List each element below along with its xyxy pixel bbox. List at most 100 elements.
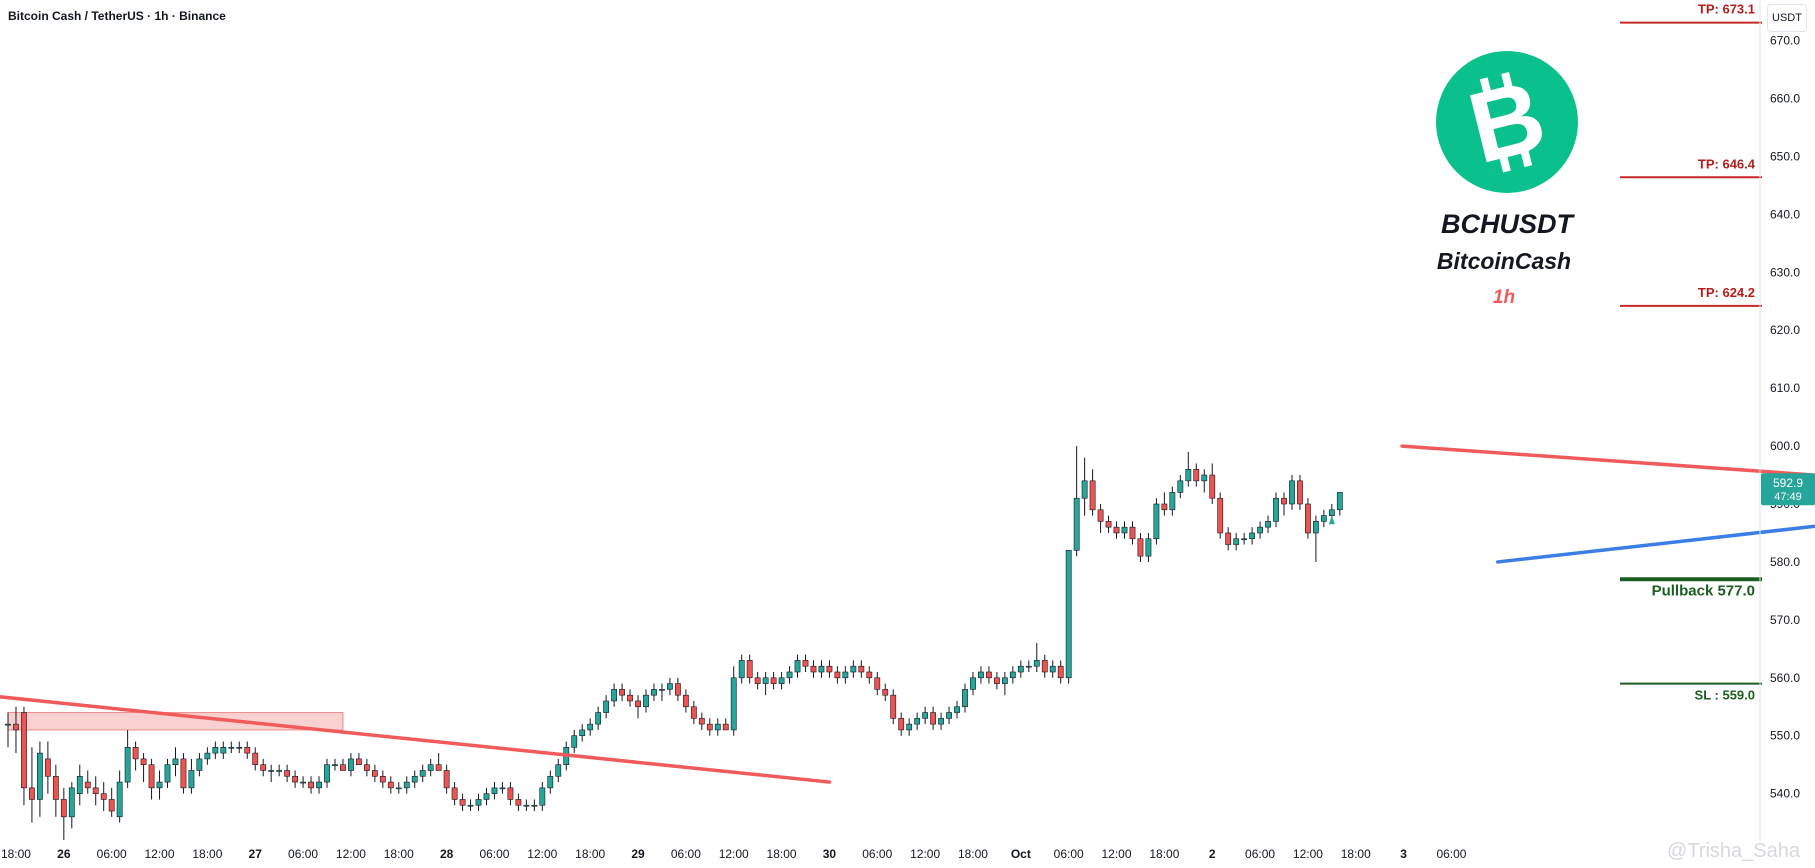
candle-body bbox=[140, 758, 147, 765]
candle bbox=[363, 758, 370, 777]
candle bbox=[906, 718, 913, 736]
candle bbox=[348, 753, 354, 777]
price-tick-label: 610.0 bbox=[1770, 381, 1800, 395]
candle-body bbox=[188, 770, 195, 789]
candle-body bbox=[21, 712, 27, 789]
time-tick-label: 28 bbox=[440, 847, 454, 861]
candle-body bbox=[1025, 665, 1032, 668]
candle bbox=[212, 741, 219, 759]
time-tick-label: 18:00 bbox=[1341, 847, 1371, 861]
price-tick-label: 660.0 bbox=[1770, 91, 1800, 105]
candle-body bbox=[44, 758, 51, 777]
candle bbox=[858, 660, 865, 678]
candle-body bbox=[1081, 480, 1088, 499]
time-tick-label: 06:00 bbox=[1245, 847, 1275, 861]
time-tick-label: 2 bbox=[1209, 847, 1216, 861]
candle bbox=[419, 764, 426, 783]
logo-timeframe: 1h bbox=[1493, 287, 1515, 308]
candle-body bbox=[196, 758, 203, 771]
candle-body bbox=[427, 764, 434, 771]
candle bbox=[1305, 498, 1311, 539]
candle bbox=[523, 799, 530, 812]
candle bbox=[890, 689, 897, 725]
trendline-red-resistance[interactable] bbox=[1400, 444, 1815, 487]
time-tick-label: 06:00 bbox=[1436, 847, 1466, 861]
candle bbox=[316, 776, 322, 794]
candle-body bbox=[276, 770, 283, 772]
candle-body bbox=[555, 764, 562, 777]
time-tick-label: 18:00 bbox=[767, 847, 797, 861]
time-tick-label: 12:00 bbox=[1102, 847, 1132, 861]
price-tick-label: 620.0 bbox=[1770, 323, 1800, 337]
candle bbox=[1209, 463, 1216, 504]
candle-body bbox=[858, 665, 865, 673]
candle bbox=[690, 700, 697, 725]
candle bbox=[978, 666, 984, 684]
candle-body bbox=[906, 723, 913, 731]
trendline-red-downtrend[interactable] bbox=[0, 695, 832, 784]
candle-body bbox=[316, 781, 322, 789]
candle bbox=[13, 706, 19, 754]
candle bbox=[435, 753, 442, 771]
candle-body bbox=[1129, 526, 1136, 540]
candle bbox=[1257, 521, 1263, 539]
candle-body bbox=[1009, 671, 1016, 679]
time-tick-label: Oct bbox=[1011, 847, 1031, 861]
candle-body bbox=[300, 781, 306, 784]
candle-body bbox=[467, 804, 474, 807]
candle bbox=[1025, 660, 1032, 672]
candle bbox=[659, 683, 665, 701]
chart-title: Bitcoin Cash / TetherUS · 1h · Binance bbox=[8, 9, 226, 23]
candle-body bbox=[539, 787, 546, 806]
candle bbox=[84, 770, 91, 794]
trendline-blue-support[interactable] bbox=[1495, 507, 1815, 564]
time-tick-label: 06:00 bbox=[1054, 847, 1084, 861]
candle-body bbox=[627, 694, 633, 702]
candle bbox=[332, 758, 338, 771]
candle-body bbox=[36, 752, 43, 800]
candle-body bbox=[1209, 474, 1216, 499]
candle bbox=[228, 741, 235, 754]
candle-body bbox=[228, 747, 235, 749]
candle bbox=[21, 706, 27, 806]
last-price-bg bbox=[1761, 473, 1815, 506]
candle bbox=[866, 666, 873, 684]
candle-body bbox=[986, 671, 992, 679]
candle-body bbox=[292, 775, 298, 783]
candle-body bbox=[156, 781, 163, 789]
price-tick-label: 560.0 bbox=[1770, 671, 1800, 685]
candle-body bbox=[587, 723, 594, 731]
candle bbox=[451, 782, 458, 806]
last-price-value: 592.9 bbox=[1773, 476, 1803, 490]
candle bbox=[778, 672, 785, 690]
currency-button[interactable]: USDT bbox=[1767, 4, 1807, 32]
candle-body bbox=[770, 677, 777, 684]
candle-body bbox=[1177, 480, 1184, 493]
candle-body bbox=[363, 764, 370, 771]
candle bbox=[1097, 504, 1104, 533]
candle-body bbox=[483, 793, 490, 800]
candle-body bbox=[1121, 526, 1128, 534]
candle bbox=[914, 712, 921, 730]
time-tick-label: 3 bbox=[1400, 847, 1407, 861]
candle bbox=[850, 660, 857, 678]
candle-body bbox=[706, 723, 713, 731]
time-tick-label: 06:00 bbox=[671, 847, 701, 861]
candle bbox=[1320, 509, 1327, 528]
time-tick-label: 30 bbox=[823, 847, 837, 861]
time-tick-label: 18:00 bbox=[1149, 847, 1179, 861]
candle-body bbox=[108, 799, 115, 812]
candle bbox=[555, 758, 562, 783]
candle bbox=[1065, 550, 1072, 684]
candle bbox=[1281, 492, 1287, 516]
logo-symbol: BCHUSDT bbox=[1441, 209, 1576, 239]
candle bbox=[276, 764, 283, 777]
candle bbox=[459, 793, 466, 812]
candle-body bbox=[993, 677, 1000, 684]
candle bbox=[44, 741, 51, 794]
candle-body bbox=[946, 712, 952, 719]
candle-body bbox=[882, 689, 889, 696]
time-tick-label: 18:00 bbox=[384, 847, 414, 861]
candle bbox=[340, 758, 346, 771]
